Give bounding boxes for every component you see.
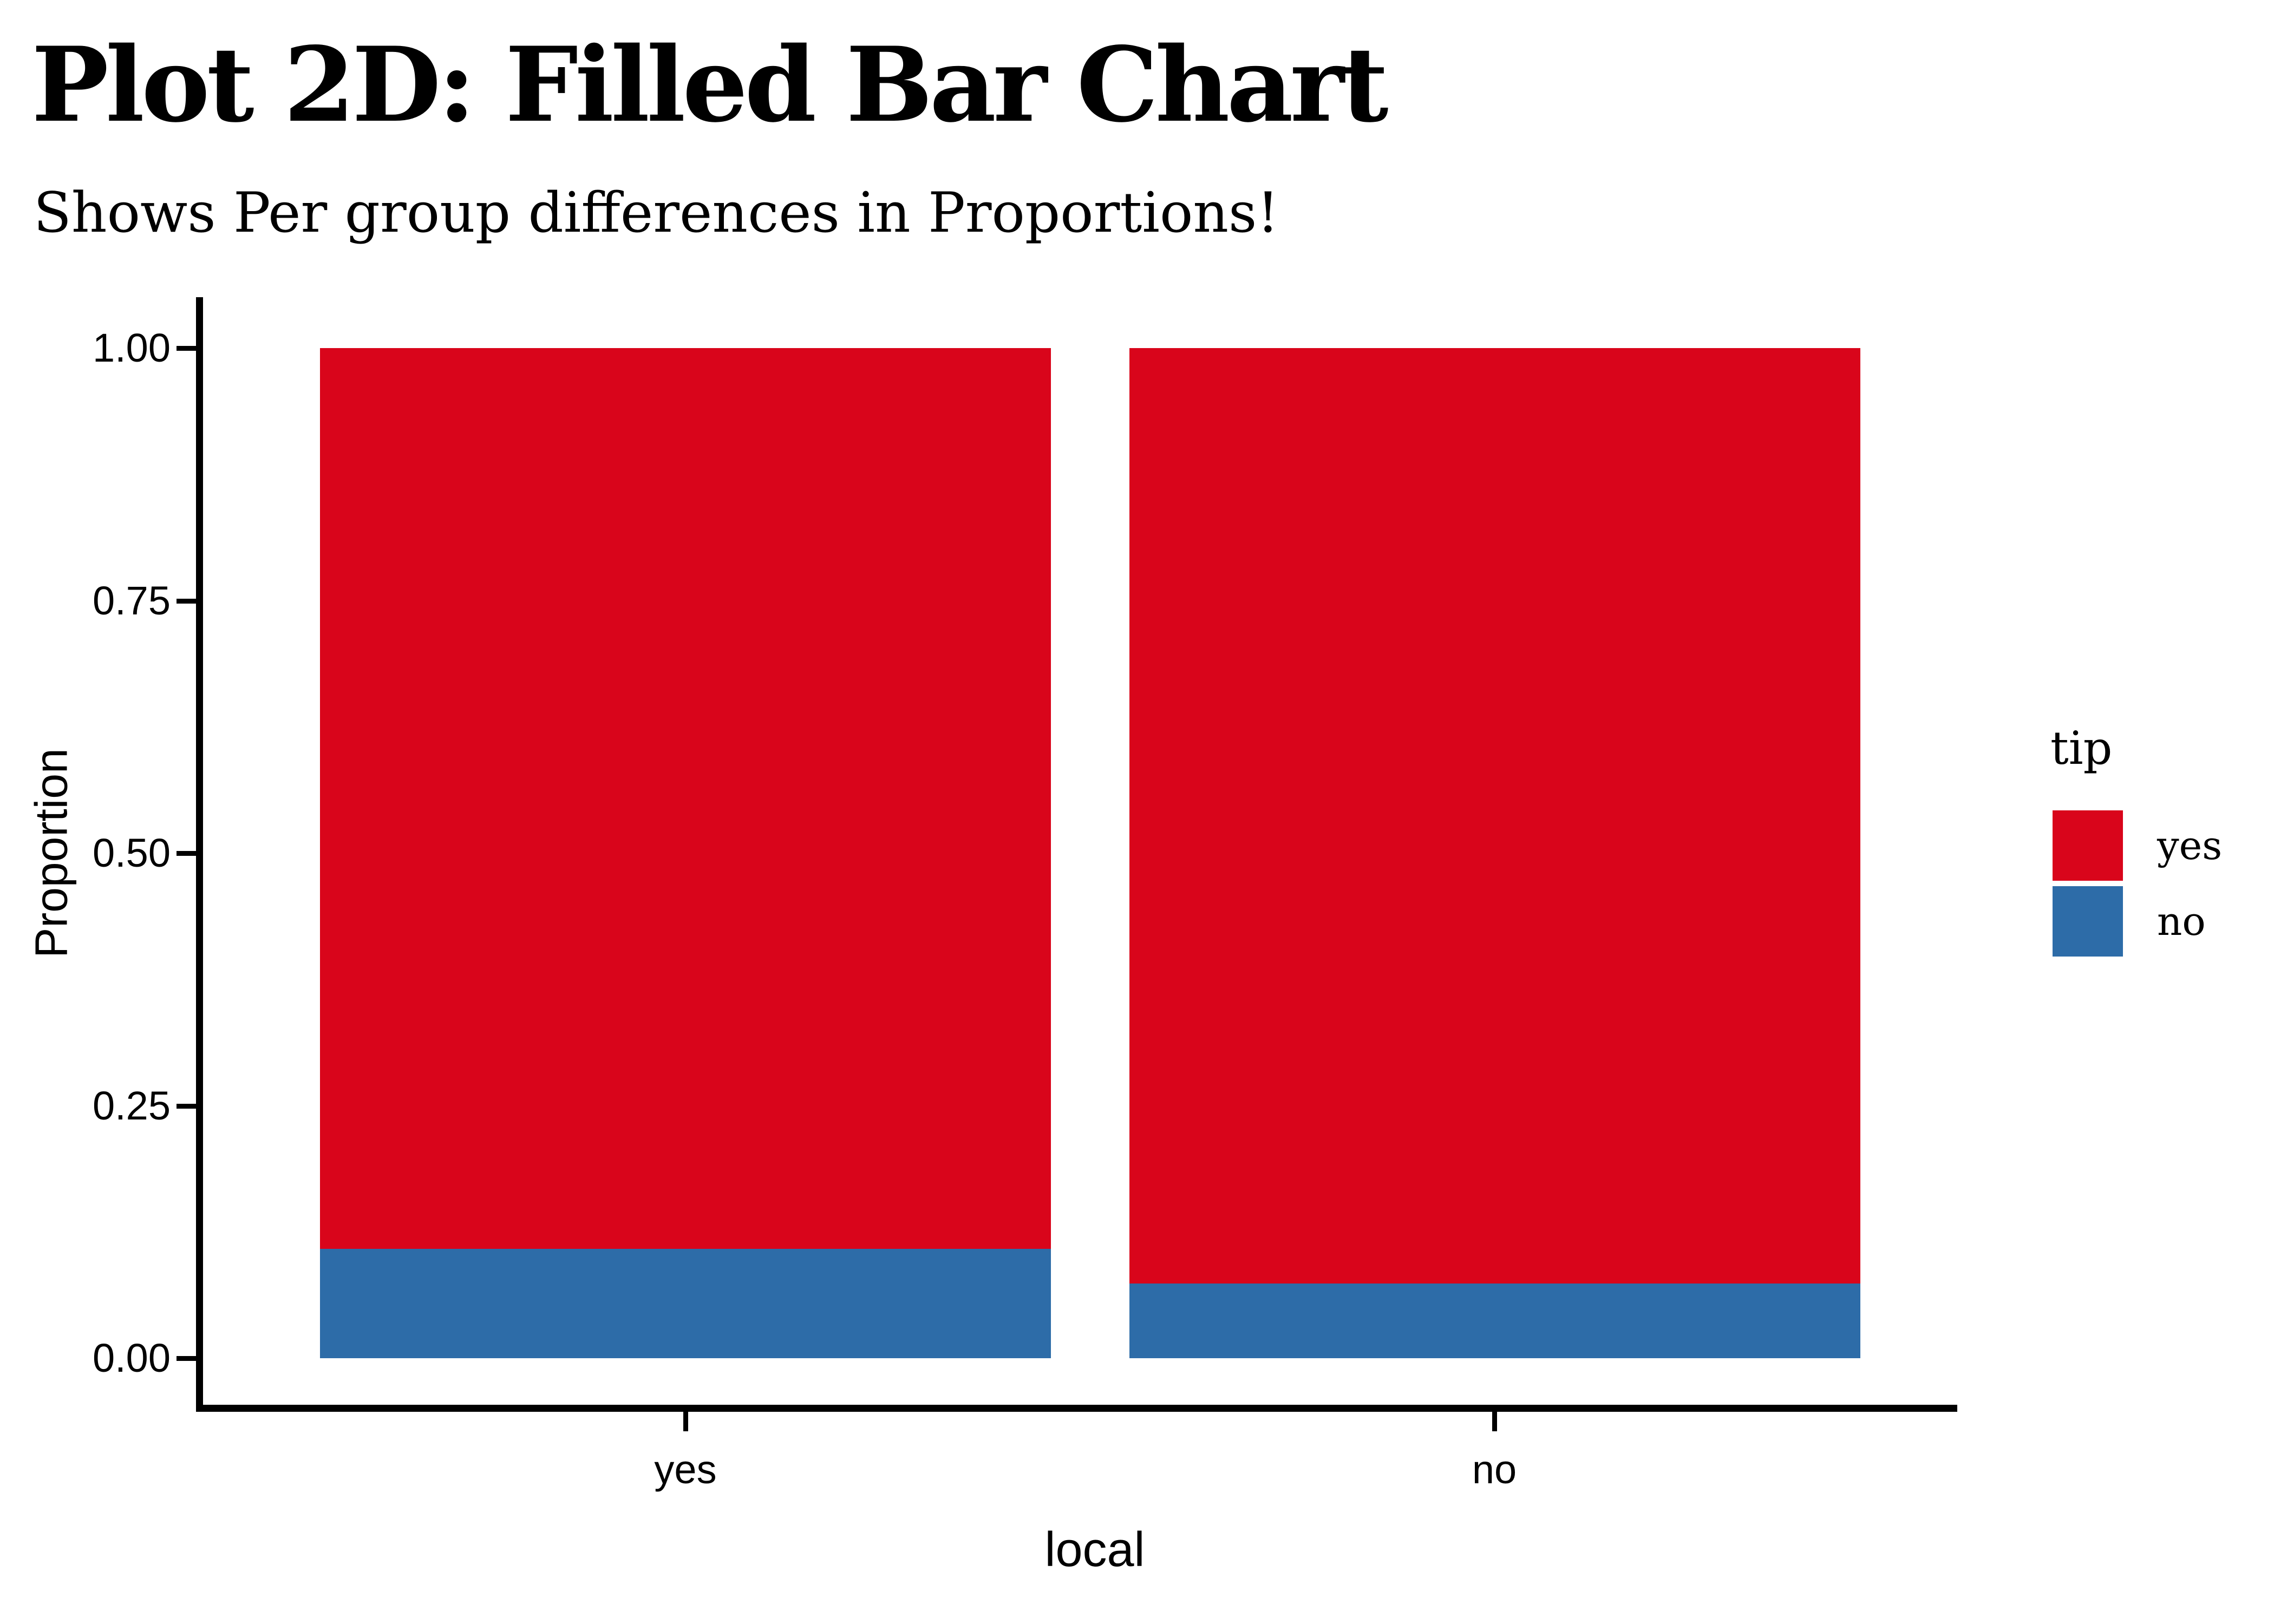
y-tick-label: 1.00: [92, 325, 171, 370]
y-tick-label: 0.75: [92, 578, 171, 623]
legend-label: yes: [2157, 823, 2223, 868]
bar-segment-yes-yes: [320, 348, 1051, 1249]
bar-segment-no-no: [1129, 1283, 1860, 1358]
y-tick-label: 0.00: [92, 1335, 171, 1380]
legend-swatch-no: [2053, 886, 2123, 957]
x-tick-label: no: [1472, 1447, 1517, 1492]
y-tick-label: 0.50: [92, 830, 171, 875]
x-axis-title: local: [1044, 1523, 1145, 1577]
chart-subtitle: Shows Per group differences in Proportio…: [34, 181, 1279, 245]
bar-segment-no-yes: [1129, 348, 1860, 1284]
y-tick-mark: [177, 346, 196, 351]
y-tick-mark: [177, 1103, 196, 1109]
y-tick-label: 0.25: [92, 1083, 171, 1128]
x-axis-line: [196, 1405, 1957, 1412]
legend-label: no: [2157, 899, 2206, 944]
legend-swatch-yes: [2053, 810, 2123, 881]
x-tick-mark: [683, 1412, 688, 1431]
legend-title: tip: [2050, 722, 2113, 775]
chart-title: Plot 2D: Filled Bar Chart: [31, 24, 1389, 145]
x-tick-label: yes: [654, 1447, 717, 1492]
y-axis-line: [196, 297, 203, 1412]
bar-segment-yes-no: [320, 1249, 1051, 1358]
x-tick-mark: [1492, 1412, 1497, 1431]
y-tick-mark: [177, 851, 196, 856]
y-tick-mark: [177, 598, 196, 604]
y-tick-mark: [177, 1356, 196, 1361]
